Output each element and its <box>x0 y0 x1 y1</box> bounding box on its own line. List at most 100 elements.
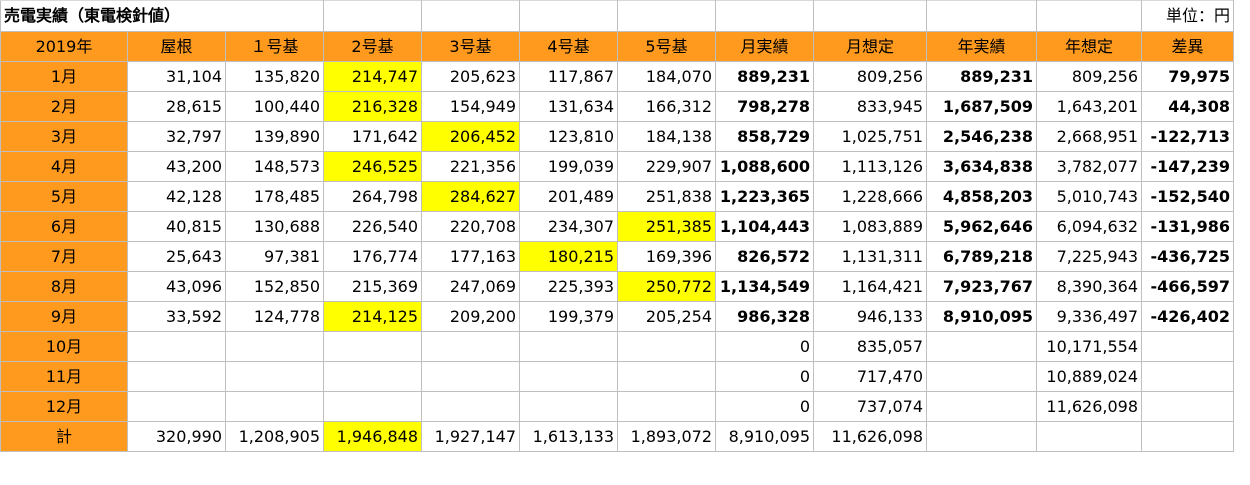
unit2-cell[interactable]: 246,525 <box>323 151 422 182</box>
roof-cell[interactable]: 42,128 <box>127 181 226 212</box>
annual-forecast-header[interactable]: 年想定 <box>1036 31 1142 62</box>
difference-cell[interactable]: -152,540 <box>1141 181 1234 212</box>
unit5-cell[interactable]: 205,254 <box>617 301 716 332</box>
monthly-forecast-cell[interactable]: 809,256 <box>813 61 927 92</box>
roof-cell[interactable]: 32,797 <box>127 121 226 152</box>
difference-cell[interactable] <box>1141 331 1234 362</box>
row-label[interactable]: 10月 <box>0 331 128 362</box>
unit1-cell[interactable]: 1,208,905 <box>225 421 324 452</box>
monthly-actual-cell[interactable]: 8,910,095 <box>715 421 814 452</box>
unit1-cell[interactable]: 178,485 <box>225 181 324 212</box>
empty-cell[interactable] <box>715 0 814 32</box>
unit5-cell[interactable] <box>617 331 716 362</box>
unit4-cell[interactable] <box>519 331 618 362</box>
monthly-actual-cell[interactable]: 1,134,549 <box>715 271 814 302</box>
unit4-cell[interactable]: 180,215 <box>519 241 618 272</box>
annual-actual-cell[interactable]: 1,687,509 <box>926 91 1037 122</box>
difference-cell[interactable]: -122,713 <box>1141 121 1234 152</box>
roof-cell[interactable]: 31,104 <box>127 61 226 92</box>
monthly-actual-cell[interactable]: 1,104,443 <box>715 211 814 242</box>
monthly-actual-header[interactable]: 月実績 <box>715 31 814 62</box>
unit2-cell[interactable]: 1,946,848 <box>323 421 422 452</box>
unit3-cell[interactable]: 154,949 <box>421 91 520 122</box>
roof-cell[interactable] <box>127 391 226 422</box>
annual-forecast-cell[interactable]: 3,782,077 <box>1036 151 1142 182</box>
unit1-cell[interactable] <box>225 331 324 362</box>
unit5-cell[interactable] <box>617 361 716 392</box>
unit2-cell[interactable]: 226,540 <box>323 211 422 242</box>
annual-forecast-cell[interactable]: 8,390,364 <box>1036 271 1142 302</box>
difference-cell[interactable] <box>1141 421 1234 452</box>
unit3-cell[interactable]: 284,627 <box>421 181 520 212</box>
unit4-cell[interactable]: 123,810 <box>519 121 618 152</box>
unit2-cell[interactable]: 176,774 <box>323 241 422 272</box>
annual-actual-cell[interactable] <box>926 391 1037 422</box>
unit3-cell[interactable]: 247,069 <box>421 271 520 302</box>
annual-actual-cell[interactable] <box>926 331 1037 362</box>
unit4-cell[interactable]: 234,307 <box>519 211 618 242</box>
row-label[interactable]: 2月 <box>0 91 128 122</box>
monthly-forecast-cell[interactable]: 1,131,311 <box>813 241 927 272</box>
unit3-header[interactable]: 3号基 <box>421 31 520 62</box>
year-header[interactable]: 2019年 <box>0 31 128 62</box>
unit2-cell[interactable] <box>323 361 422 392</box>
difference-cell[interactable]: -436,725 <box>1141 241 1234 272</box>
difference-cell[interactable]: -426,402 <box>1141 301 1234 332</box>
monthly-actual-cell[interactable]: 0 <box>715 331 814 362</box>
roof-cell[interactable]: 43,200 <box>127 151 226 182</box>
monthly-actual-cell[interactable]: 986,328 <box>715 301 814 332</box>
monthly-forecast-cell[interactable]: 946,133 <box>813 301 927 332</box>
monthly-actual-cell[interactable]: 826,572 <box>715 241 814 272</box>
difference-cell[interactable]: 79,975 <box>1141 61 1234 92</box>
unit4-cell[interactable]: 1,613,133 <box>519 421 618 452</box>
row-label[interactable]: 5月 <box>0 181 128 212</box>
difference-cell[interactable]: -147,239 <box>1141 151 1234 182</box>
unit3-cell[interactable]: 1,927,147 <box>421 421 520 452</box>
monthly-actual-cell[interactable]: 798,278 <box>715 91 814 122</box>
unit4-cell[interactable]: 117,867 <box>519 61 618 92</box>
roof-cell[interactable]: 33,592 <box>127 301 226 332</box>
annual-forecast-cell[interactable]: 5,010,743 <box>1036 181 1142 212</box>
annual-forecast-cell[interactable]: 10,171,554 <box>1036 331 1142 362</box>
annual-actual-cell[interactable]: 3,634,838 <box>926 151 1037 182</box>
unit2-header[interactable]: 2号基 <box>323 31 422 62</box>
monthly-actual-cell[interactable]: 858,729 <box>715 121 814 152</box>
unit4-cell[interactable]: 225,393 <box>519 271 618 302</box>
unit4-cell[interactable] <box>519 391 618 422</box>
unit1-cell[interactable] <box>225 391 324 422</box>
roof-cell[interactable]: 320,990 <box>127 421 226 452</box>
unit2-cell[interactable]: 264,798 <box>323 181 422 212</box>
unit4-header[interactable]: 4号基 <box>519 31 618 62</box>
unit1-cell[interactable] <box>225 361 324 392</box>
unit2-cell[interactable] <box>323 331 422 362</box>
annual-actual-cell[interactable]: 7,923,767 <box>926 271 1037 302</box>
unit5-cell[interactable]: 251,838 <box>617 181 716 212</box>
annual-actual-cell[interactable]: 6,789,218 <box>926 241 1037 272</box>
annual-forecast-cell[interactable]: 11,626,098 <box>1036 391 1142 422</box>
annual-actual-cell[interactable]: 2,546,238 <box>926 121 1037 152</box>
monthly-actual-cell[interactable]: 1,223,365 <box>715 181 814 212</box>
unit3-cell[interactable]: 221,356 <box>421 151 520 182</box>
difference-cell[interactable]: -466,597 <box>1141 271 1234 302</box>
monthly-forecast-cell[interactable]: 1,025,751 <box>813 121 927 152</box>
row-label[interactable]: 計 <box>0 421 128 452</box>
monthly-actual-cell[interactable]: 0 <box>715 361 814 392</box>
roof-cell[interactable] <box>127 361 226 392</box>
unit1-cell[interactable]: 152,850 <box>225 271 324 302</box>
unit1-cell[interactable]: 148,573 <box>225 151 324 182</box>
row-label[interactable]: 6月 <box>0 211 128 242</box>
unit1-header[interactable]: １号基 <box>225 31 324 62</box>
annual-actual-cell[interactable]: 5,962,646 <box>926 211 1037 242</box>
annual-forecast-cell[interactable]: 9,336,497 <box>1036 301 1142 332</box>
monthly-actual-cell[interactable]: 1,088,600 <box>715 151 814 182</box>
unit3-cell[interactable]: 220,708 <box>421 211 520 242</box>
row-label[interactable]: 4月 <box>0 151 128 182</box>
annual-forecast-cell[interactable]: 809,256 <box>1036 61 1142 92</box>
row-label[interactable]: 12月 <box>0 391 128 422</box>
unit2-cell[interactable] <box>323 391 422 422</box>
unit2-cell[interactable]: 214,747 <box>323 61 422 92</box>
annual-actual-cell[interactable]: 8,910,095 <box>926 301 1037 332</box>
unit2-cell[interactable]: 214,125 <box>323 301 422 332</box>
unit3-cell[interactable] <box>421 391 520 422</box>
unit5-cell[interactable]: 229,907 <box>617 151 716 182</box>
